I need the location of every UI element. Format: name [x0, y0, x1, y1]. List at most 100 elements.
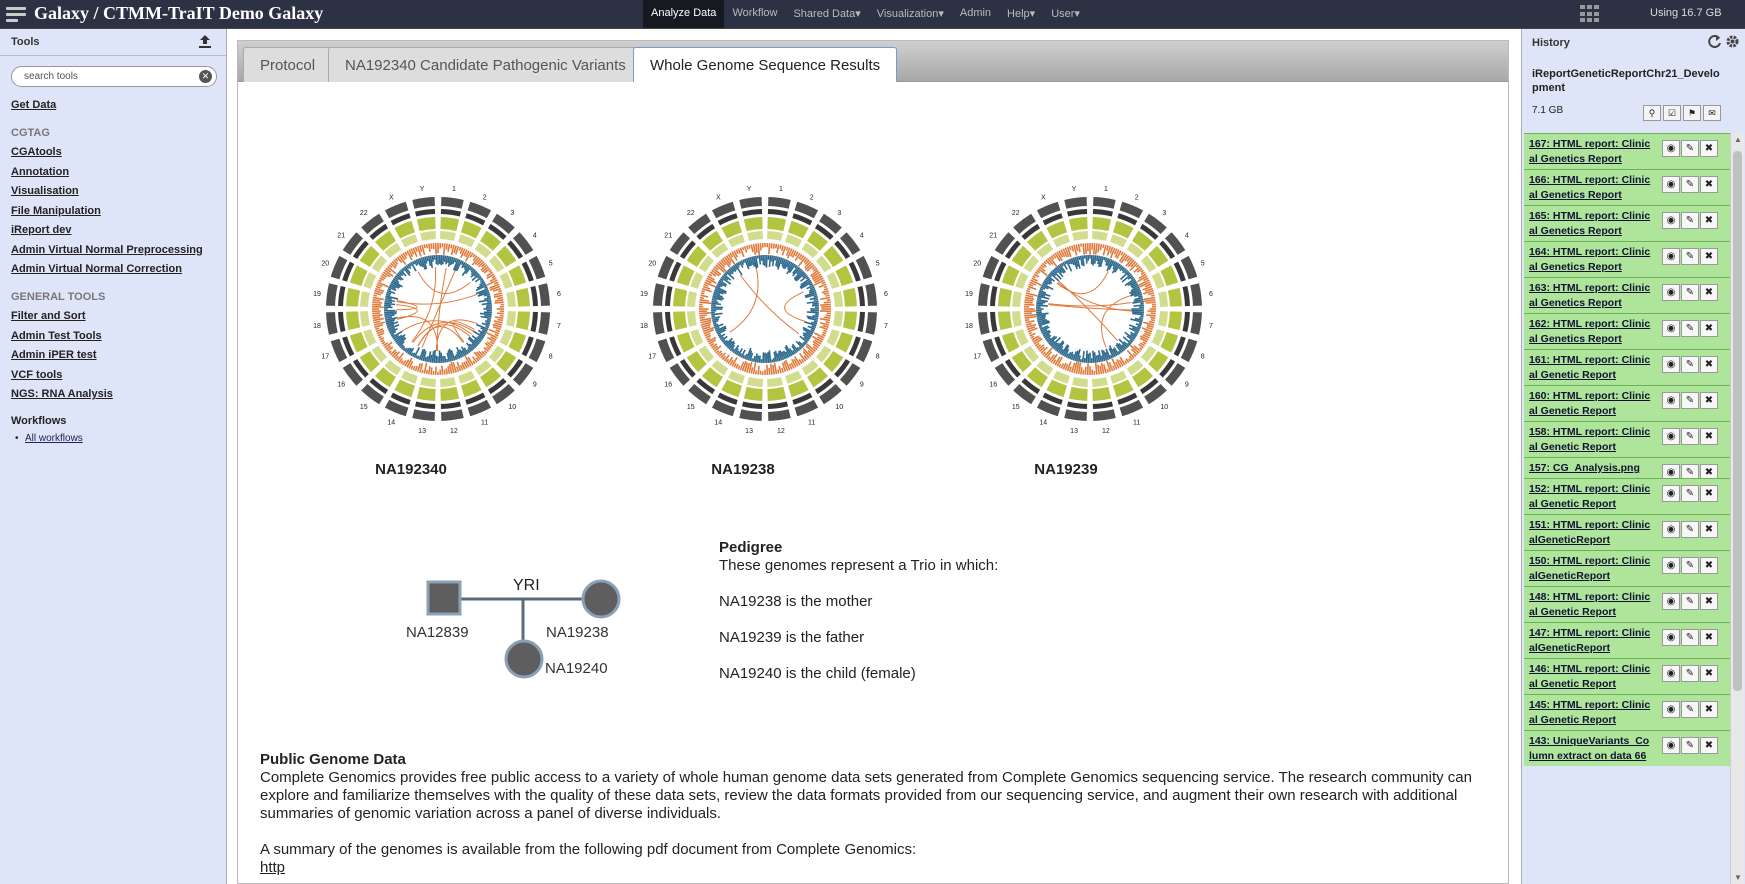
history-dataset[interactable]: 158: HTML report: Clinical Genetic Repor…	[1524, 421, 1730, 457]
eye-icon[interactable]: ◉	[1662, 392, 1680, 409]
tags-icon[interactable]: ⚑	[1683, 105, 1701, 121]
nav-visualization[interactable]: Visualization▾	[876, 8, 944, 20]
pencil-icon[interactable]: ✎	[1681, 392, 1699, 409]
all-workflows-link[interactable]: All workflows	[15, 431, 221, 447]
delete-icon[interactable]: ✖	[1700, 140, 1718, 157]
delete-icon[interactable]: ✖	[1700, 176, 1718, 193]
nav-help[interactable]: Help▾	[1007, 8, 1036, 20]
pencil-icon[interactable]: ✎	[1681, 737, 1699, 754]
upload-icon[interactable]	[198, 34, 212, 49]
history-dataset[interactable]: 147: HTML report: ClinicalGeneticReport ◉…	[1524, 622, 1730, 658]
tool-item[interactable]: Filter and Sort	[11, 310, 86, 322]
eye-icon[interactable]: ◉	[1662, 140, 1680, 157]
select-datasets-icon[interactable]: ☑	[1663, 105, 1681, 121]
delete-icon[interactable]: ✖	[1700, 392, 1718, 409]
delete-icon[interactable]: ✖	[1700, 248, 1718, 265]
pencil-icon[interactable]: ✎	[1681, 665, 1699, 682]
pencil-icon[interactable]: ✎	[1681, 176, 1699, 193]
pencil-icon[interactable]: ✎	[1681, 248, 1699, 265]
history-dataset[interactable]: 161: HTML report: Clinical Genetic Repor…	[1524, 349, 1730, 385]
tab-protocol[interactable]: Protocol	[243, 47, 333, 82]
delete-icon[interactable]: ✖	[1700, 485, 1718, 502]
nav-workflow[interactable]: Workflow	[732, 7, 778, 19]
scratchbook-grid-icon[interactable]	[1580, 5, 1600, 23]
pencil-icon[interactable]: ✎	[1681, 557, 1699, 574]
eye-icon[interactable]: ◉	[1662, 737, 1680, 754]
gear-icon[interactable]	[1725, 34, 1740, 49]
history-dataset[interactable]: 150: HTML report: ClinicalGeneticReport ◉…	[1524, 550, 1730, 586]
pencil-icon[interactable]: ✎	[1681, 485, 1699, 502]
delete-icon[interactable]: ✖	[1700, 593, 1718, 610]
eye-icon[interactable]: ◉	[1662, 665, 1680, 682]
dataset-title[interactable]: 165: HTML report: Clinical Genetics Repo…	[1529, 210, 1651, 237]
dataset-title[interactable]: 163: HTML report: Clinical Genetics Repo…	[1529, 282, 1651, 309]
tab-wgs-results[interactable]: Whole Genome Sequence Results	[633, 47, 898, 82]
dataset-title[interactable]: 164: HTML report: Clinical Genetics Repo…	[1529, 246, 1651, 273]
delete-icon[interactable]: ✖	[1700, 701, 1718, 718]
tool-item[interactable]: Annotation	[11, 165, 70, 178]
pdf-link[interactable]: http	[260, 859, 286, 876]
history-dataset[interactable]: 143: UniqueVariants_Column extract on da…	[1524, 730, 1730, 766]
tool-item[interactable]: Visualisation	[11, 185, 79, 197]
history-dataset[interactable]: 146: HTML report: Clinical Genetic Repor…	[1524, 658, 1730, 694]
pencil-icon[interactable]: ✎	[1681, 320, 1699, 337]
delete-icon[interactable]: ✖	[1700, 428, 1718, 445]
pencil-icon[interactable]: ✎	[1681, 212, 1699, 229]
nav-user[interactable]: User▾	[1051, 8, 1080, 20]
dataset-title[interactable]: 151: HTML report: ClinicalGeneticReport	[1529, 519, 1651, 546]
dataset-title[interactable]: 152: HTML report: Clinical Genetic Repor…	[1529, 483, 1651, 510]
tool-item[interactable]: Admin Test Tools	[11, 329, 102, 342]
annotation-icon[interactable]: ✉	[1703, 105, 1721, 121]
history-dataset[interactable]: 151: HTML report: ClinicalGeneticReport ◉…	[1524, 514, 1730, 550]
search-datasets-icon[interactable]: ⚲	[1643, 105, 1661, 121]
eye-icon[interactable]: ◉	[1662, 557, 1680, 574]
pencil-icon[interactable]: ✎	[1681, 521, 1699, 538]
dataset-title[interactable]: 167: HTML report: Clinical Genetics Repo…	[1529, 138, 1651, 165]
tool-item[interactable]: Admin Virtual Normal Preprocessing	[11, 243, 203, 256]
eye-icon[interactable]: ◉	[1662, 428, 1680, 445]
eye-icon[interactable]: ◉	[1662, 356, 1680, 373]
history-dataset[interactable]: 164: HTML report: Clinical Genetics Repo…	[1524, 241, 1730, 277]
pencil-icon[interactable]: ✎	[1681, 428, 1699, 445]
tool-search-input[interactable]: search tools	[11, 66, 217, 87]
pencil-icon[interactable]: ✎	[1681, 140, 1699, 157]
pencil-icon[interactable]: ✎	[1681, 593, 1699, 610]
dataset-title[interactable]: 145: HTML report: Clinical Genetic Repor…	[1529, 699, 1651, 726]
dataset-title[interactable]: 162: HTML report: Clinical Genetics Repo…	[1529, 318, 1651, 345]
nav-shared-data[interactable]: Shared Data▾	[793, 8, 861, 20]
tool-item[interactable]: Admin Virtual Normal Correction	[11, 263, 182, 275]
history-dataset[interactable]: 145: HTML report: Clinical Genetic Repor…	[1524, 694, 1730, 730]
tool-item[interactable]: VCF tools	[11, 368, 63, 381]
delete-icon[interactable]: ✖	[1700, 629, 1718, 646]
dataset-title[interactable]: 166: HTML report: Clinical Genetics Repo…	[1529, 174, 1651, 201]
nav-analyze-data[interactable]: Analyze Data	[643, 0, 725, 28]
eye-icon[interactable]: ◉	[1662, 701, 1680, 718]
tool-item[interactable]: iReport dev	[11, 224, 72, 236]
tool-get-data[interactable]: Get Data	[11, 99, 57, 111]
brand[interactable]: Galaxy / CTMM-TraIT Demo Galaxy	[4, 3, 323, 24]
pencil-icon[interactable]: ✎	[1681, 701, 1699, 718]
nav-admin[interactable]: Admin	[959, 7, 992, 19]
history-dataset[interactable]: 163: HTML report: Clinical Genetics Repo…	[1524, 277, 1730, 313]
pencil-icon[interactable]: ✎	[1681, 356, 1699, 373]
history-dataset[interactable]: 166: HTML report: Clinical Genetics Repo…	[1524, 169, 1730, 205]
dataset-title[interactable]: 160: HTML report: Clinical Genetic Repor…	[1529, 390, 1651, 417]
tool-item[interactable]: Admin iPER test	[11, 349, 97, 361]
history-dataset[interactable]: 160: HTML report: Clinical Genetic Repor…	[1524, 385, 1730, 421]
history-dataset[interactable]: 157: CG_Analysis.png ◉ ✎ ✖	[1524, 457, 1730, 481]
dataset-title[interactable]: 161: HTML report: Clinical Genetic Repor…	[1529, 354, 1651, 381]
history-dataset[interactable]: 152: HTML report: Clinical Genetic Repor…	[1524, 478, 1730, 514]
eye-icon[interactable]: ◉	[1662, 248, 1680, 265]
eye-icon[interactable]: ◉	[1662, 521, 1680, 538]
tool-item[interactable]: NGS: RNA Analysis	[11, 388, 113, 400]
eye-icon[interactable]: ◉	[1662, 629, 1680, 646]
refresh-icon[interactable]	[1707, 34, 1722, 49]
delete-icon[interactable]: ✖	[1700, 284, 1718, 301]
dataset-title[interactable]: 146: HTML report: Clinical Genetic Repor…	[1529, 663, 1651, 690]
dataset-title[interactable]: 158: HTML report: Clinical Genetic Repor…	[1529, 426, 1651, 453]
dataset-title[interactable]: 143: UniqueVariants_Column extract on da…	[1529, 735, 1650, 762]
eye-icon[interactable]: ◉	[1662, 284, 1680, 301]
eye-icon[interactable]: ◉	[1662, 320, 1680, 337]
delete-icon[interactable]: ✖	[1700, 665, 1718, 682]
delete-icon[interactable]: ✖	[1700, 320, 1718, 337]
